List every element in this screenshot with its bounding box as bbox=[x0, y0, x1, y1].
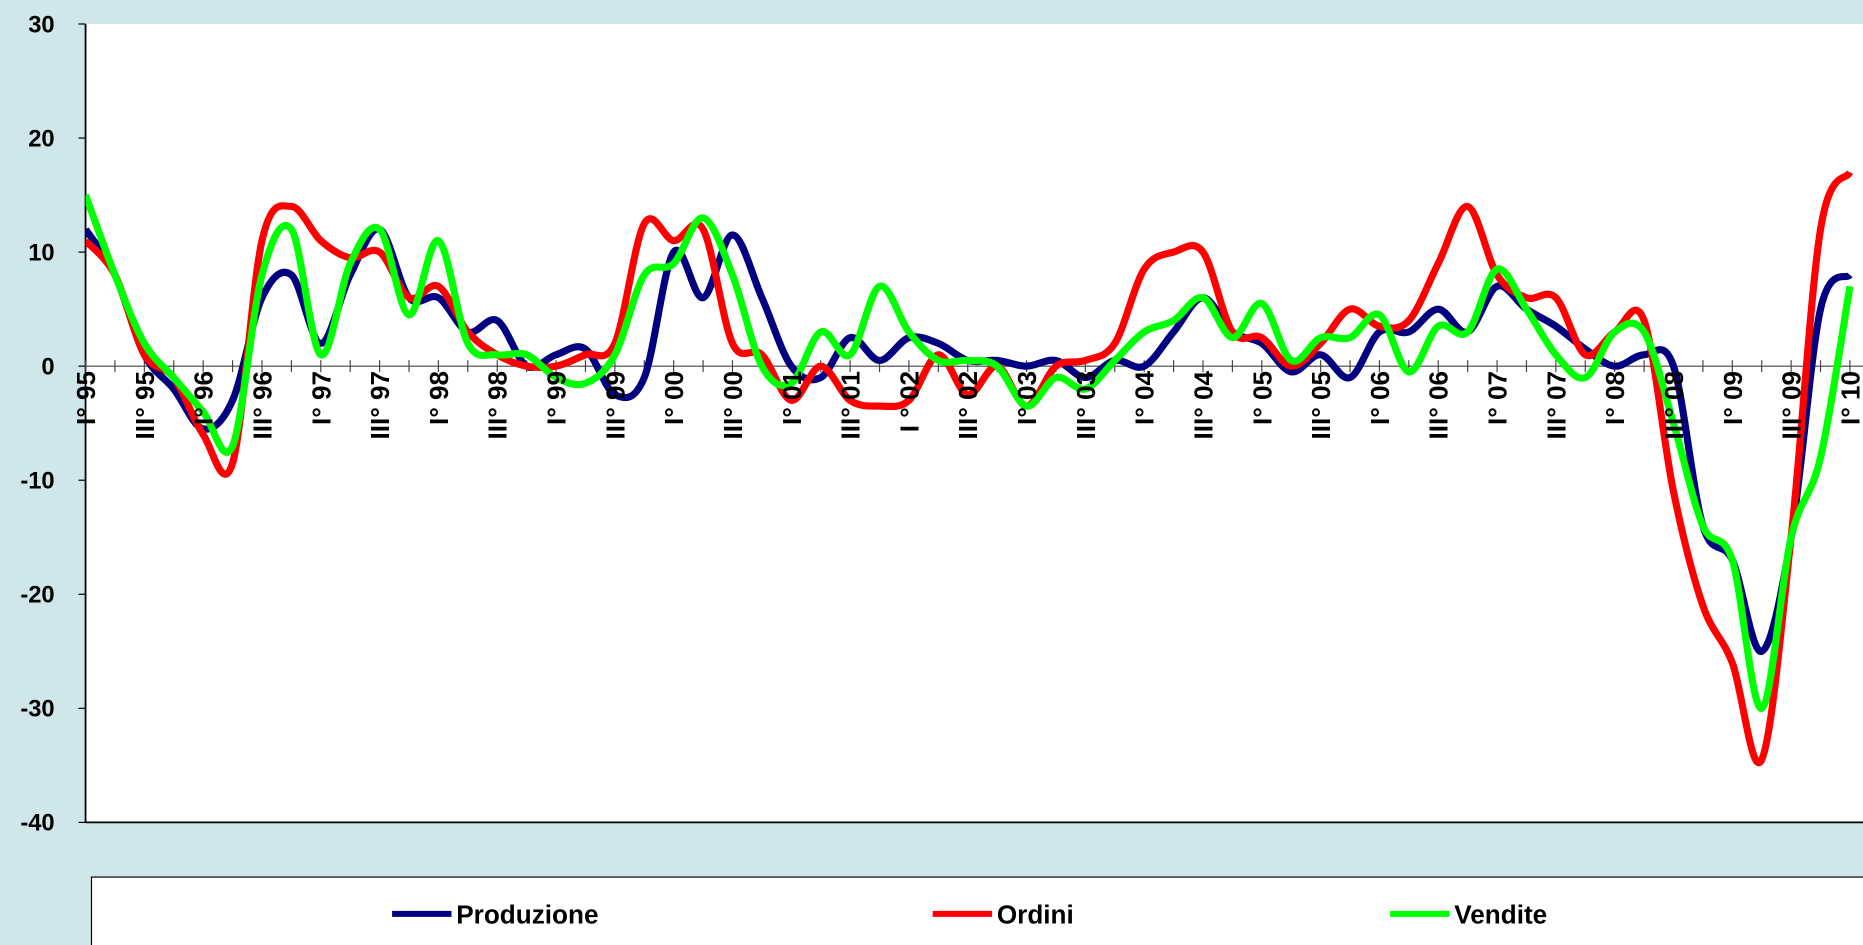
x-tick-label: III° 95 bbox=[130, 371, 160, 440]
x-tick-label: I° 04 bbox=[1130, 370, 1160, 424]
x-tick-label: I° 07 bbox=[1483, 371, 1513, 425]
x-tick-label: III° 09 bbox=[1777, 371, 1807, 440]
x-tick-label: III° 96 bbox=[247, 371, 277, 440]
plot-area bbox=[85, 23, 1863, 823]
x-tick-label: I° 09 bbox=[1718, 371, 1748, 425]
legend-label: Produzione bbox=[456, 899, 598, 929]
x-tick-label: III° 97 bbox=[365, 371, 395, 440]
x-tick-label: I° 98 bbox=[424, 371, 454, 425]
x-tick-label: I° 06 bbox=[1365, 371, 1395, 425]
x-tick-label: I° 03 bbox=[1012, 371, 1042, 425]
x-tick-label: I° 97 bbox=[306, 371, 336, 425]
x-tick-label: I° 00 bbox=[659, 371, 689, 425]
x-tick-label: III° 04 bbox=[1188, 370, 1218, 439]
x-tick-label: III° 07 bbox=[1541, 371, 1571, 440]
x-tick-label: I° 95 bbox=[71, 371, 101, 425]
y-tick-label: 30 bbox=[28, 11, 54, 38]
y-tick-label: 10 bbox=[28, 239, 54, 266]
y-tick-label: -40 bbox=[20, 810, 54, 837]
x-tick-label: III° 02 bbox=[953, 371, 983, 440]
x-tick-label: III° 08 bbox=[1659, 371, 1689, 440]
x-tick-label: III° 06 bbox=[1424, 371, 1454, 440]
series-line bbox=[85, 193, 1854, 712]
x-tick-label: I° 08 bbox=[1600, 371, 1630, 425]
x-tick-label: I° 10 bbox=[1835, 371, 1863, 425]
x-tick-label: III° 00 bbox=[718, 371, 748, 440]
y-tick-label: -10 bbox=[20, 468, 54, 495]
x-tick-label: I° 01 bbox=[777, 371, 807, 425]
x-tick-label: III° 99 bbox=[600, 371, 630, 440]
x-tick-label: III° 01 bbox=[836, 371, 866, 440]
x-tick-label: I° 96 bbox=[189, 371, 219, 425]
x-tick-label: III° 98 bbox=[483, 371, 513, 440]
y-tick-label: 20 bbox=[28, 125, 54, 152]
legend-label: Vendite bbox=[1454, 899, 1547, 929]
y-tick-label: -20 bbox=[20, 582, 54, 609]
x-tick-label: III° 05 bbox=[1306, 371, 1336, 440]
x-tick-label: I° 05 bbox=[1247, 371, 1277, 425]
x-tick-label: I ° 02 bbox=[894, 371, 924, 432]
legend-label: Ordini bbox=[997, 899, 1074, 929]
x-tick-label: III° 03 bbox=[1071, 371, 1101, 440]
y-tick-label: 0 bbox=[41, 353, 54, 380]
x-tick-label: I° 99 bbox=[542, 371, 572, 425]
y-tick-label: -30 bbox=[20, 696, 54, 723]
